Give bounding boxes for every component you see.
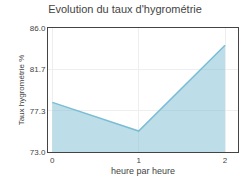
svg-text:Taux hygrométrie %: Taux hygrométrie %	[17, 55, 26, 126]
svg-text:1: 1	[136, 156, 141, 165]
svg-text:heure par heure: heure par heure	[111, 166, 175, 176]
svg-text:0: 0	[50, 156, 55, 165]
svg-text:86.0: 86.0	[30, 24, 46, 33]
svg-text:77.3: 77.3	[30, 107, 46, 116]
svg-text:81.7: 81.7	[30, 65, 46, 74]
svg-text:2: 2	[223, 156, 228, 165]
svg-text:73.0: 73.0	[30, 148, 46, 157]
svg-text:Evolution du taux d'hygrométri: Evolution du taux d'hygrométrie	[48, 3, 202, 15]
